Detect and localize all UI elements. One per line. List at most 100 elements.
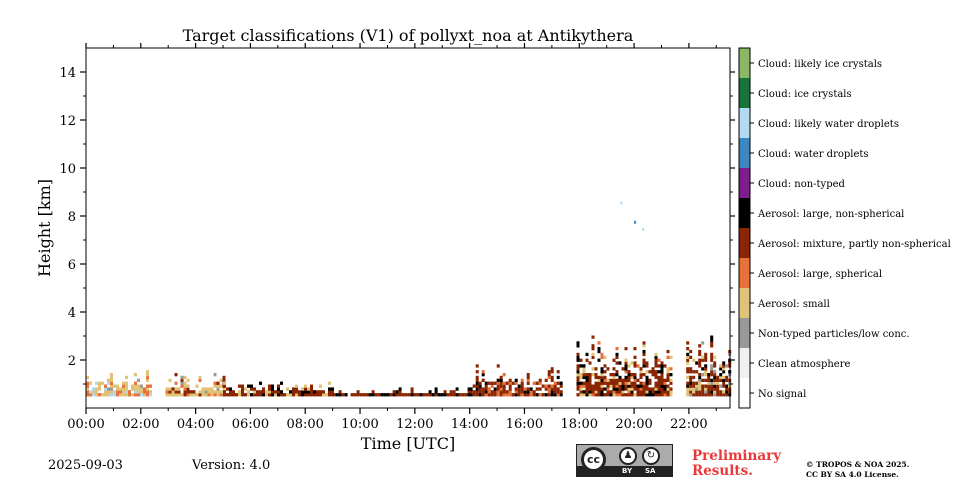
class-cell — [89, 390, 92, 394]
class-cell — [591, 390, 595, 394]
class-cell — [591, 352, 595, 357]
class-cell — [588, 375, 592, 380]
class-cell — [301, 387, 304, 391]
class-cell — [271, 393, 274, 397]
class-cell — [95, 381, 98, 385]
class-cell — [140, 390, 143, 394]
class-cell — [116, 384, 119, 388]
colorbar-label: Cloud: ice crystals — [758, 89, 852, 100]
class-cell — [657, 370, 661, 374]
class-cell — [633, 387, 637, 391]
class-cell — [722, 370, 726, 374]
class-cell — [274, 390, 277, 394]
copyright-line-2: CC BY SA 4.0 License. — [806, 470, 899, 479]
class-cell — [582, 370, 586, 374]
class-cell — [140, 384, 143, 388]
class-cell — [177, 387, 181, 391]
class-cell — [449, 390, 453, 394]
class-cell — [186, 387, 190, 391]
class-cell — [642, 393, 646, 397]
class-cell — [110, 387, 113, 391]
class-cell — [710, 373, 714, 377]
class-cell — [186, 393, 190, 397]
class-cell — [268, 393, 271, 397]
class-cell — [654, 393, 658, 397]
colorbar-swatch — [739, 348, 750, 378]
class-cell — [606, 381, 610, 385]
class-cell — [722, 364, 726, 368]
class-cell — [113, 390, 116, 394]
class-cell — [547, 373, 551, 377]
class-cell — [210, 390, 214, 394]
class-cell — [651, 370, 655, 374]
class-cell — [633, 393, 637, 397]
class-cell — [630, 390, 634, 394]
y-tick-label: 6 — [68, 258, 76, 273]
class-cell — [350, 393, 354, 397]
class-cell — [594, 387, 598, 391]
class-cell — [250, 393, 253, 397]
class-cell — [259, 381, 262, 385]
class-cell — [654, 364, 658, 368]
class-cell — [701, 378, 705, 382]
class-cell — [86, 384, 89, 388]
cc-by-sa-license-badge[interactable]: cc ♟ ↻ BY SA — [576, 444, 673, 477]
class-cell — [645, 393, 649, 397]
class-cell — [582, 375, 586, 380]
class-cell — [713, 361, 717, 365]
class-cell — [627, 387, 631, 391]
class-cell — [484, 381, 488, 385]
class-cell — [222, 387, 226, 391]
class-cell — [660, 393, 664, 397]
class-cell — [481, 387, 485, 391]
class-cell — [265, 390, 268, 394]
colorbar-label: Cloud: likely ice crystals — [758, 59, 882, 70]
class-cell — [241, 387, 244, 391]
class-cell — [535, 381, 539, 385]
class-cell — [171, 393, 175, 397]
preliminary-line-1: Preliminary — [692, 448, 782, 464]
class-cell — [695, 393, 699, 397]
class-cell — [332, 393, 336, 397]
class-cell — [401, 393, 405, 397]
class-cell — [663, 381, 667, 385]
class-cell — [663, 384, 667, 388]
class-cell — [283, 393, 286, 397]
class-cell — [642, 390, 646, 394]
class-cell — [559, 393, 563, 397]
x-tick-label: 10:00 — [341, 417, 378, 432]
class-cell — [639, 373, 643, 377]
class-cell — [511, 381, 515, 385]
class-cell — [301, 390, 304, 394]
class-cell — [716, 381, 720, 385]
class-cell — [89, 393, 92, 397]
class-cell — [319, 384, 322, 388]
class-cell — [630, 384, 634, 388]
class-cell — [219, 378, 223, 382]
class-cell — [134, 387, 137, 391]
class-cell — [666, 384, 670, 388]
class-cell — [597, 390, 601, 394]
class-cell — [502, 381, 506, 385]
class-cell — [630, 381, 634, 385]
class-cell — [591, 335, 595, 339]
class-cell — [410, 390, 414, 394]
x-tick-label: 04:00 — [177, 417, 214, 432]
class-cell — [544, 387, 548, 391]
class-cell — [481, 390, 485, 394]
class-cell — [226, 393, 229, 397]
class-cell — [526, 390, 530, 394]
class-cell — [107, 393, 110, 397]
class-cell — [710, 378, 714, 382]
class-cell — [591, 367, 595, 371]
class-cell — [597, 387, 601, 391]
class-cell — [461, 393, 465, 397]
class-cell — [116, 387, 119, 391]
class-cell — [122, 390, 125, 394]
class-cell — [520, 393, 524, 397]
class-cell — [146, 390, 149, 394]
class-cell — [591, 393, 595, 397]
class-cell — [467, 390, 471, 394]
class-cell — [496, 381, 500, 385]
class-cell — [508, 387, 512, 391]
